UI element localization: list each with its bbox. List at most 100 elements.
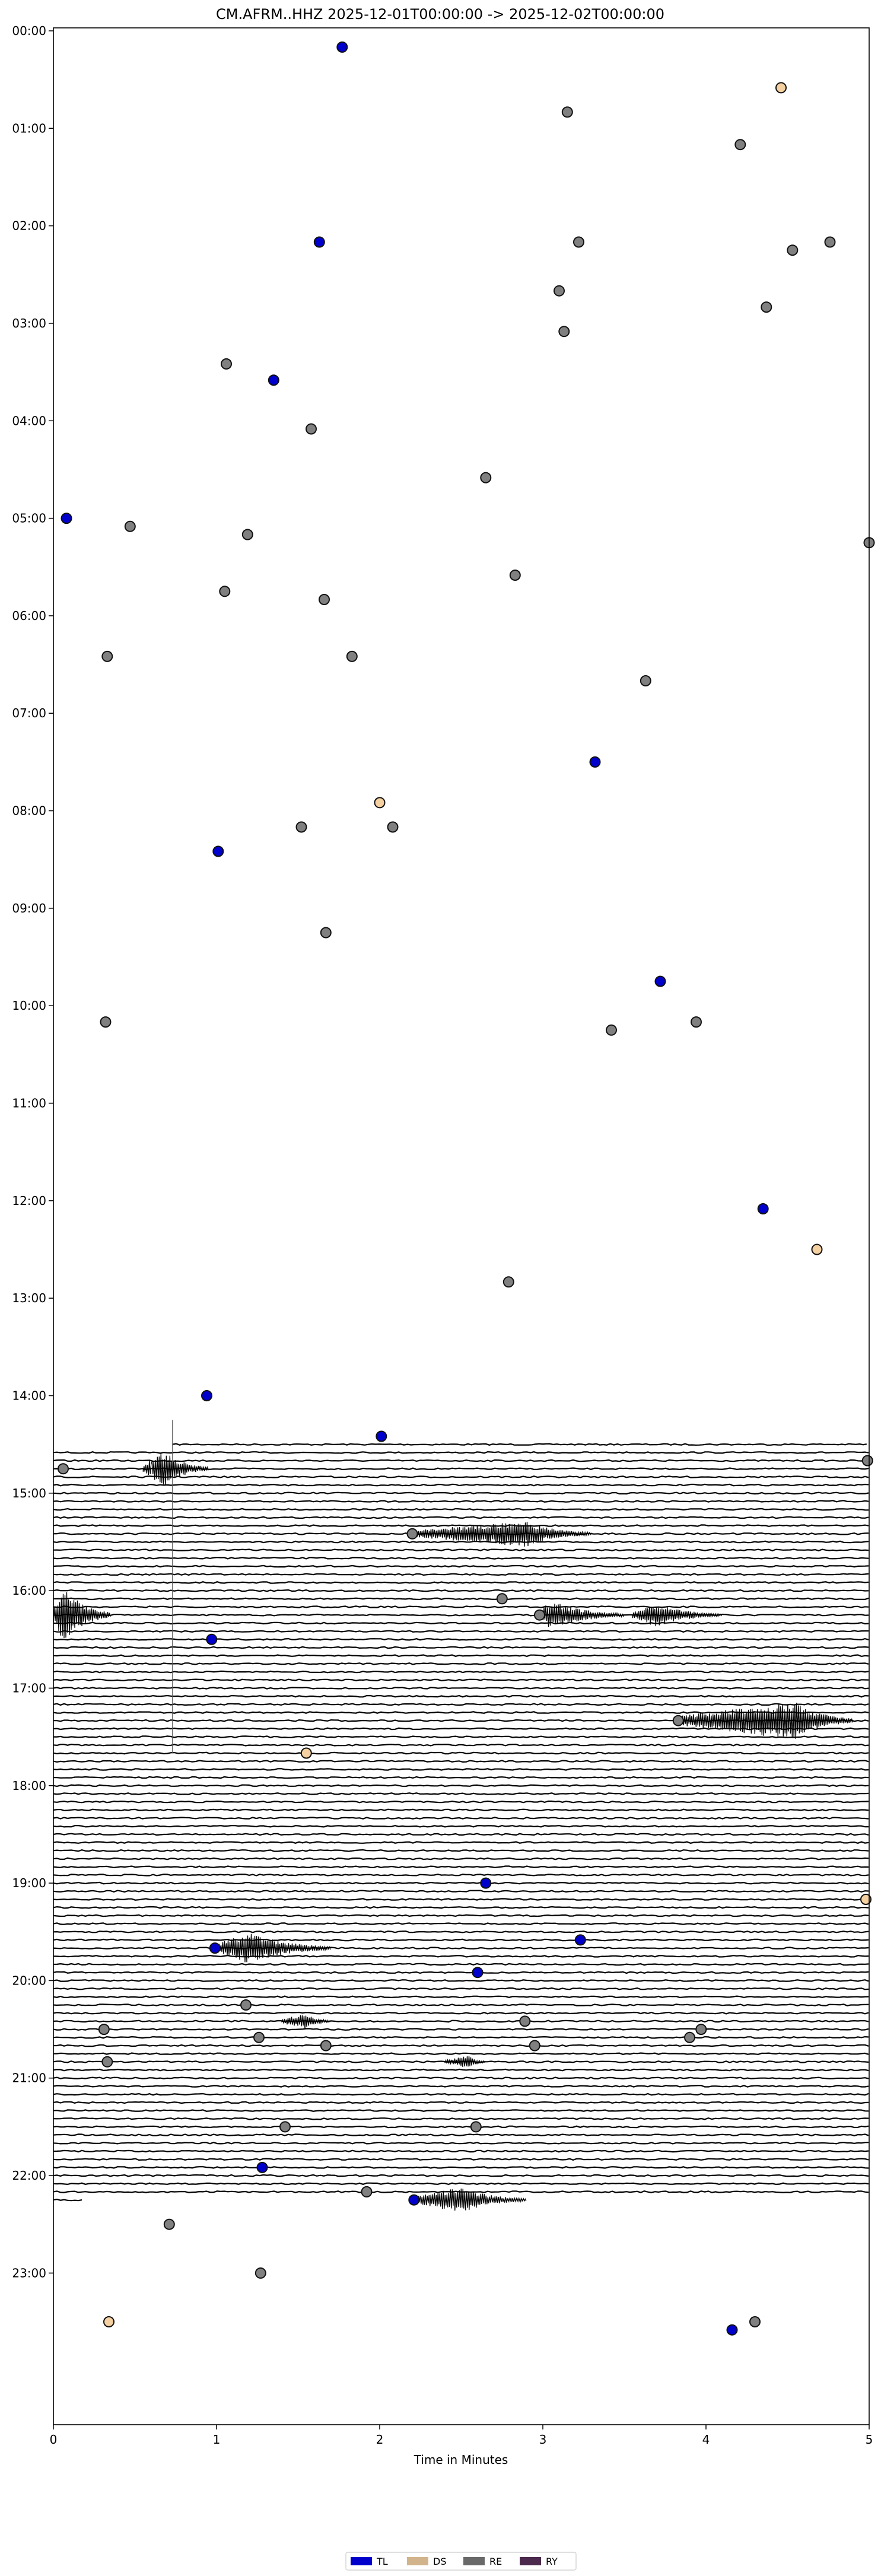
trace-row xyxy=(53,1776,869,1779)
event-marker-re xyxy=(101,2056,113,2068)
trace-row xyxy=(53,1963,869,1966)
y-tick-label: 21:00 xyxy=(12,2071,46,2085)
event-marker-re xyxy=(124,520,136,532)
trace-row xyxy=(53,1694,869,1698)
event-marker-re xyxy=(509,570,521,581)
trace-row xyxy=(53,1564,869,1568)
trace-row xyxy=(53,1459,869,1462)
event-marker-re xyxy=(502,1276,514,1288)
event-marker-re xyxy=(221,358,232,370)
y-tick-label: 16:00 xyxy=(12,1583,46,1598)
trace-row xyxy=(53,1613,869,1617)
x-tick-label: 4 xyxy=(702,2432,710,2447)
legend-swatch-tl xyxy=(351,2557,372,2565)
trace-row xyxy=(53,1621,869,1625)
event-markers xyxy=(58,41,875,2336)
event-marker-re xyxy=(253,2031,265,2043)
trace-row xyxy=(53,1914,869,1917)
event-marker-ds xyxy=(300,1747,312,1759)
y-tick-label: 14:00 xyxy=(12,1388,46,1403)
event-marker-re xyxy=(480,472,492,484)
y-tick-label: 02:00 xyxy=(12,219,46,233)
event-marker-re xyxy=(98,2024,110,2036)
event-marker-ds xyxy=(374,797,386,809)
event-marker-tl xyxy=(726,2324,738,2336)
trace-row xyxy=(53,2011,869,2015)
trace-rows xyxy=(53,1420,869,2202)
trace-row xyxy=(53,1947,869,1950)
trace-row xyxy=(53,2068,869,2072)
trace-row xyxy=(53,1874,869,1877)
event-marker-re xyxy=(319,594,330,605)
trace-row xyxy=(53,1670,869,1674)
signal-burst xyxy=(216,1933,331,1963)
signal-burst xyxy=(539,1604,625,1627)
trace-row xyxy=(53,1687,869,1690)
x-tick-label: 5 xyxy=(866,2432,873,2447)
trace-row xyxy=(53,1817,869,1820)
legend: TL DS RE RY xyxy=(345,2552,577,2571)
y-tick-label: 13:00 xyxy=(12,1291,46,1305)
trace-row xyxy=(53,2117,869,2120)
event-marker-re xyxy=(787,244,799,256)
legend-swatch-re xyxy=(463,2557,485,2565)
event-marker-re xyxy=(695,2024,707,2036)
event-marker-re xyxy=(691,1016,702,1028)
trace-row xyxy=(53,2149,869,2153)
trace-row xyxy=(53,2044,869,2047)
event-marker-re xyxy=(573,236,584,248)
event-marker-re xyxy=(387,821,399,833)
trace-row xyxy=(53,1841,869,1844)
event-marker-re xyxy=(861,1455,873,1467)
trace-row xyxy=(53,1500,869,1503)
trace-row xyxy=(53,2052,869,2055)
event-marker-re xyxy=(496,1593,508,1605)
y-tick-label: 01:00 xyxy=(12,121,46,135)
y-tick-label: 03:00 xyxy=(12,316,46,330)
trace-row xyxy=(53,2166,869,2169)
trace-row xyxy=(53,2141,869,2145)
y-axis: 00:00 01:00 02:00 03:00 04:00 05:00 06:00 07:00… xyxy=(12,24,53,2280)
event-marker-re xyxy=(561,106,573,118)
event-marker-tl xyxy=(376,1430,387,1442)
x-tick-label: 0 xyxy=(50,2432,58,2447)
trace-row xyxy=(172,1443,867,1446)
event-marker-tl xyxy=(589,756,601,768)
event-marker-re xyxy=(672,1715,684,1726)
trace-row xyxy=(53,1979,869,1982)
event-marker-re xyxy=(606,1024,617,1036)
x-tick-label: 2 xyxy=(376,2432,384,2447)
event-marker-re xyxy=(346,650,358,662)
event-marker-tl xyxy=(201,1390,212,1401)
event-marker-re xyxy=(320,927,332,939)
trace-row xyxy=(53,1751,869,1755)
trace-row xyxy=(53,1906,869,1909)
signal-bursts xyxy=(53,1453,853,2211)
trace-row xyxy=(53,1524,869,1527)
event-marker-re xyxy=(529,2040,540,2052)
trace-row xyxy=(53,2036,869,2039)
event-marker-tl xyxy=(336,41,348,53)
trace-row xyxy=(53,1898,869,1901)
trace-row xyxy=(53,1849,869,1852)
event-marker-ds xyxy=(775,82,787,94)
y-tick-label: 10:00 xyxy=(12,998,46,1013)
trace-row xyxy=(53,1605,869,1608)
y-tick-label: 20:00 xyxy=(12,1973,46,1987)
event-marker-re xyxy=(824,236,836,248)
event-marker-tl xyxy=(654,975,666,987)
y-tick-label: 07:00 xyxy=(12,706,46,720)
trace-row xyxy=(53,1808,869,1812)
event-marker-re xyxy=(470,2121,482,2133)
legend-label-re: RE xyxy=(489,2556,502,2567)
event-marker-re xyxy=(306,423,317,435)
trace-row xyxy=(53,1857,869,1861)
y-tick-label: 05:00 xyxy=(12,511,46,526)
trace-row xyxy=(53,1922,869,1925)
y-tick-label: 09:00 xyxy=(12,901,46,915)
legend-label-ds: DS xyxy=(433,2556,446,2567)
trace-row xyxy=(53,1662,869,1665)
signal-burst xyxy=(281,2015,332,2029)
trace-row xyxy=(53,1930,869,1933)
